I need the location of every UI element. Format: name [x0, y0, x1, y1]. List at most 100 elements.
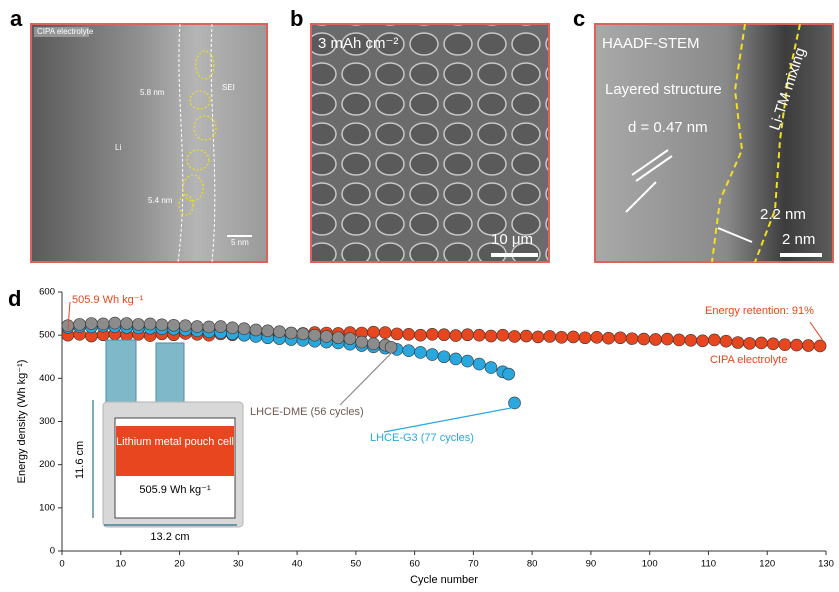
annotation: Energy retention: 91%: [705, 305, 814, 317]
data-point: [485, 330, 497, 342]
data-point: [367, 338, 379, 350]
data-point: [379, 327, 391, 339]
x-tick-label: 40: [292, 559, 303, 570]
x-tick-label: 0: [59, 559, 64, 570]
y-axis-label: Energy density (Wh kg⁻¹): [16, 360, 28, 484]
x-tick-label: 70: [468, 559, 479, 570]
image-label: 3 mAh cm⁻²: [318, 35, 398, 52]
y-tick-label: 400: [39, 373, 55, 384]
data-point: [250, 324, 262, 336]
x-tick-label: 120: [759, 559, 775, 570]
x-tick-label: 80: [527, 559, 538, 570]
data-point: [744, 337, 756, 349]
figure: a CIPA electrolyte Li SEI 5.8 nm 5.4 nm …: [0, 0, 839, 592]
width-label: 2.2 nm: [760, 206, 806, 223]
data-point: [638, 333, 650, 345]
data-point: [121, 318, 133, 330]
data-point: [426, 328, 438, 340]
layer-label: SEI: [222, 83, 235, 92]
data-point: [109, 317, 121, 329]
x-tick-label: 50: [351, 559, 362, 570]
data-point: [485, 362, 497, 374]
inset-text: Lithium metal pouch cell: [116, 436, 234, 448]
data-point: [556, 331, 568, 343]
tab: [106, 340, 136, 410]
panel-letter: a: [10, 6, 23, 31]
data-point: [520, 330, 532, 342]
data-point: [697, 335, 709, 347]
data-point: [385, 341, 397, 353]
data-point: [473, 358, 485, 370]
tem-image: [31, 24, 267, 262]
data-point: [544, 330, 556, 342]
x-tick-label: 100: [642, 559, 658, 570]
data-point: [673, 334, 685, 346]
data-point: [203, 321, 215, 333]
panel-letter: d: [8, 286, 21, 311]
data-point: [85, 318, 97, 330]
data-point: [144, 318, 156, 330]
leader-line: [810, 322, 823, 341]
inset-width: 13.2 cm: [150, 531, 189, 543]
data-point: [779, 339, 791, 351]
data-point: [179, 320, 191, 332]
data-point: [591, 331, 603, 343]
data-point: [661, 333, 673, 345]
data-point: [309, 329, 321, 341]
scale-label: 5 nm: [231, 238, 249, 247]
data-point: [403, 328, 415, 340]
image-label: HAADF-STEM: [602, 35, 700, 52]
data-point: [215, 321, 227, 333]
data-point: [391, 328, 403, 340]
data-point: [614, 332, 626, 344]
data-point: [450, 353, 462, 365]
data-point: [414, 346, 426, 358]
data-point: [814, 340, 826, 352]
data-point: [650, 333, 662, 345]
data-point: [320, 330, 332, 342]
data-point: [438, 329, 450, 341]
data-point: [156, 319, 168, 331]
inset-energy: 505.9 Wh kg⁻¹: [139, 484, 211, 496]
x-tick-label: 60: [409, 559, 420, 570]
structure-label: Layered structure: [605, 81, 722, 98]
data-point: [626, 333, 638, 345]
data-point: [344, 333, 356, 345]
data-point: [603, 332, 615, 344]
leader-line: [340, 351, 393, 405]
data-point: [732, 337, 744, 349]
data-point: [503, 368, 515, 380]
y-tick-label: 300: [39, 416, 55, 427]
tab: [156, 343, 184, 410]
sem-image: [311, 24, 549, 262]
y-tick-label: 600: [39, 287, 55, 298]
data-point: [403, 345, 415, 357]
x-tick-label: 90: [586, 559, 597, 570]
data-point: [755, 337, 767, 349]
data-point: [473, 329, 485, 341]
data-point: [509, 330, 521, 342]
data-point: [414, 329, 426, 341]
y-tick-label: 0: [50, 546, 55, 557]
y-tick-label: 500: [39, 330, 55, 341]
data-point: [226, 322, 238, 334]
series-label: LHCE-DME (56 cycles): [250, 406, 364, 418]
data-point: [332, 332, 344, 344]
data-point: [273, 326, 285, 338]
panel-letter: b: [290, 6, 303, 31]
data-point: [168, 319, 180, 331]
data-point: [685, 334, 697, 346]
thickness-label: 5.8 nm: [140, 88, 165, 97]
data-point: [438, 351, 450, 363]
x-tick-label: 110: [701, 559, 716, 570]
scale-label: 10 μm: [491, 231, 533, 248]
data-point: [462, 329, 474, 341]
region-label: Li: [115, 143, 121, 152]
data-point: [367, 326, 379, 338]
spacing-label: d = 0.47 nm: [628, 119, 708, 136]
data-point: [497, 329, 509, 341]
data-point: [567, 331, 579, 343]
data-point: [532, 331, 544, 343]
series-label: CIPA electrolyte: [710, 354, 787, 366]
x-tick-label: 20: [174, 559, 185, 570]
